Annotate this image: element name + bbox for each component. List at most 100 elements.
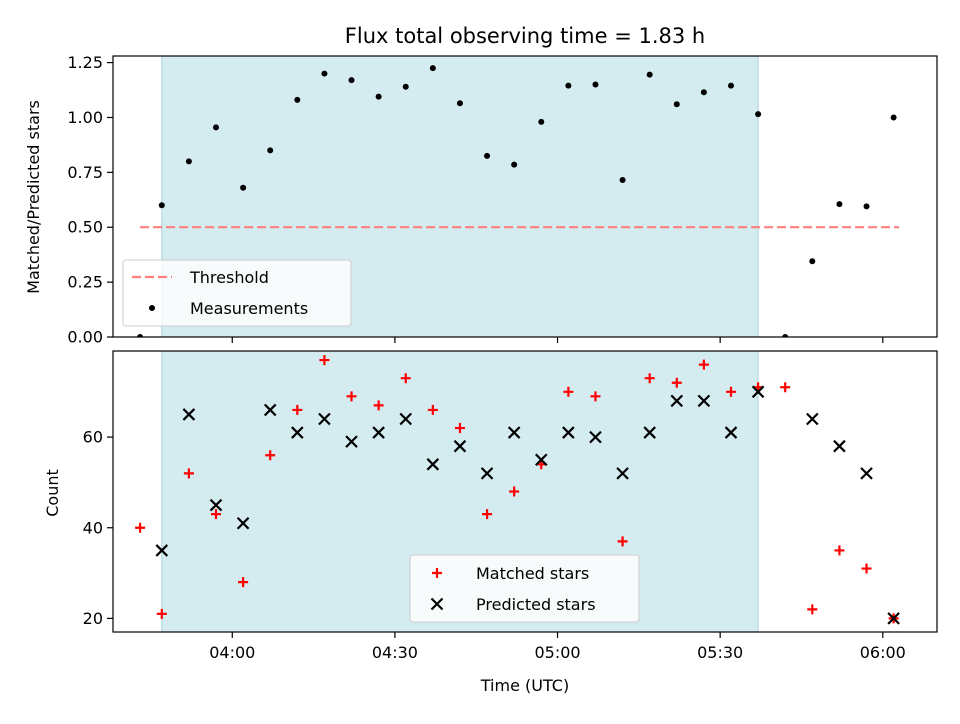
matched-stars-point [590,391,601,402]
legend-bottom: Matched stars Predicted stars [409,554,640,623]
measurements-point [137,334,144,337]
matched-stars-point [509,486,520,497]
x-tick-label: 04:30 [372,643,418,662]
predicted-stars-point [616,467,629,480]
predicted-stars-point [806,412,819,426]
y-tick-label: 0.75 [67,163,103,182]
x-tick-label: 06:00 [860,643,906,662]
measurements-point [755,111,762,118]
measurements-point [321,70,328,77]
predicted-stars-point [751,385,765,399]
measurements-point [809,258,816,265]
measurements-point [185,158,192,165]
chart-title: Flux total observing time = 1.83 h [345,24,705,48]
matched-stars-point [698,359,709,370]
measurements-point [782,334,789,337]
predicted-stars-point [670,394,684,408]
predicted-stars-point [643,426,656,439]
predicted-stars-point [697,394,711,408]
measurements-point [213,124,219,131]
legend-top: Threshold Measurements [122,259,352,327]
matched-stars-point [482,509,493,520]
measurements-point [456,100,463,107]
measurements-point [294,96,301,103]
matched-stars-point [726,386,736,397]
predicted-stars-point [263,403,277,417]
measurements-point [240,184,247,191]
predicted-stars-point [534,453,548,467]
predicted-stars-point [426,458,440,471]
y-tick-label: 0.25 [67,273,103,292]
matched-stars-point [238,577,249,588]
predicted-stars-point [833,439,846,453]
measurements-point [728,82,734,89]
predicted-stars-point [507,426,521,439]
measurements-point [646,71,653,78]
measurements-point [890,114,897,121]
matched-legend-swatch [432,568,442,578]
measurements-point [348,77,355,84]
matched-legend-label: Matched stars [476,564,589,583]
matched-stars-point [400,373,411,384]
predicted-stars-point [860,467,873,480]
matched-stars-point [183,468,194,479]
y-tick-label: 0.00 [67,328,103,347]
measurements-point [863,203,870,210]
predicted-stars-point [562,426,575,439]
matched-stars-point [373,400,384,411]
measurements-point [565,82,572,89]
predicted-legend-label: Predicted stars [476,595,596,614]
panel-0-frame [112,55,938,338]
measurements-point [484,152,491,159]
predicted-stars-point [155,544,169,557]
predicted-stars-point [182,408,196,421]
matched-stars-point [319,355,330,366]
predicted-stars-point [480,467,494,480]
measurements-point [429,65,436,72]
y-axis-label-top: Matched/Predicted stars [24,100,43,294]
legend-frame [122,259,352,327]
measurements-point [538,118,545,125]
matched-stars-point [427,404,438,415]
matched-stars-point [780,382,791,393]
matched-stars-point [454,423,465,434]
y-tick-label: 40 [83,518,103,537]
threshold-legend-label: Threshold [189,268,269,287]
y-tick-label: 1.00 [67,108,103,127]
matched-stars-point [135,522,146,533]
predicted-stars-point [236,516,250,530]
predicted-stars-point [887,612,900,625]
measurements-point [700,89,707,96]
measurements-point [375,93,382,100]
panel-1-frame [112,350,938,633]
measurements-point [673,101,680,108]
matched-stars-point [644,373,655,384]
matched-stars-point [671,377,682,388]
x-axis-label: Time (UTC) [480,676,569,695]
matched-stars-point [292,404,303,415]
measurements-point [402,83,409,90]
measurements-point [511,161,518,168]
plot-layer: 0.00 0.25 0.50 0.75 1.00 1.25 20 40 60 04:00 04:30… [67,53,938,662]
matched-stars-point [861,563,872,574]
predicted-stars-point [399,412,413,426]
matched-stars-point [563,386,574,397]
x-tick-label: 05:00 [534,643,580,662]
matched-stars-point [265,450,276,461]
x-tick-label: 05:30 [697,643,743,662]
measurements-point [836,201,843,208]
matched-stars-point [807,604,818,615]
measurements-point [592,81,599,88]
y-axis-label-bottom: Count [43,469,62,517]
y-tick-label: 0.50 [67,218,103,237]
measurements-legend-swatch [149,305,155,311]
matched-stars-point [617,536,628,547]
matched-stars-point [346,391,357,402]
matched-stars-point [156,608,167,619]
measurements-point [267,147,274,154]
x-tick-label: 04:00 [209,643,255,662]
matched-stars-point [211,509,221,520]
measurements-point [619,177,626,184]
predicted-stars-point [589,430,602,444]
